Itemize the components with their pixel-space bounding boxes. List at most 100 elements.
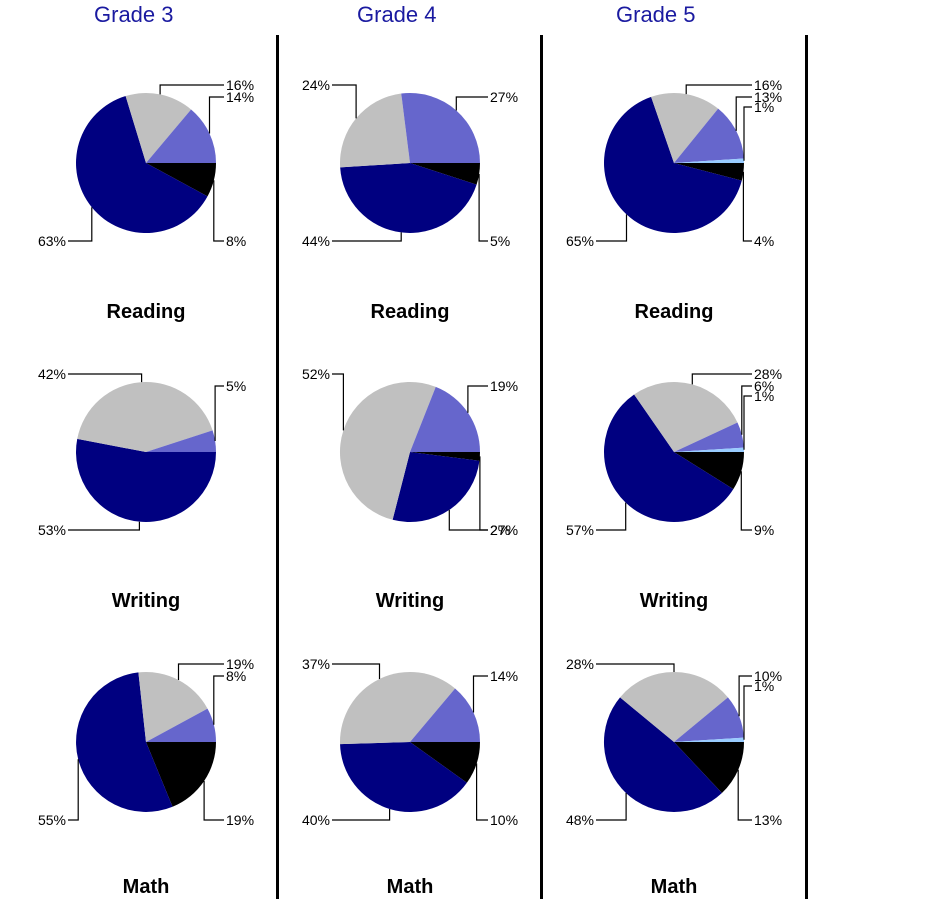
leader-line-grade-5-reading-3 xyxy=(743,106,752,161)
pie-slice-grade-5-reading-2 xyxy=(674,108,744,163)
leader-line-grade-5-writing-3 xyxy=(743,395,752,450)
pct-label-grade-5-reading-2: 13% xyxy=(754,89,782,105)
leader-line-grade-3-reading-2 xyxy=(208,96,224,134)
pct-label-grade-4-math-2: 14% xyxy=(490,668,518,684)
leader-line-grade-5-writing-0 xyxy=(596,502,627,531)
pie-slice-grade-3-reading-4 xyxy=(146,163,216,197)
grade-4-header: Grade 4 xyxy=(357,2,437,27)
pie-slice-grade-4-math-0 xyxy=(340,742,467,813)
pct-label-grade-4-math-4: 10% xyxy=(490,812,518,828)
pct-label-grade-5-math-2: 10% xyxy=(754,668,782,684)
pct-label-grade-3-math-2: 8% xyxy=(226,668,246,684)
pct-label-grade-4-reading-4: 5% xyxy=(490,233,510,249)
pie-slice-grade-5-reading-1 xyxy=(651,93,719,163)
pct-label-grade-3-math-0: 55% xyxy=(38,812,66,828)
leader-line-grade-3-reading-4 xyxy=(213,180,224,242)
leader-line-grade-4-writing-2 xyxy=(467,385,488,413)
pie-slice-grade-3-math-2 xyxy=(146,708,216,742)
leader-line-grade-3-reading-0 xyxy=(68,207,93,242)
leader-line-grade-5-writing-4 xyxy=(740,471,752,531)
leader-line-grade-3-math-0 xyxy=(68,759,79,821)
pie-chart-grade-4-math: 10% 40% 37% 14% Math xyxy=(302,656,518,898)
leader-line-grade-3-writing-2 xyxy=(214,385,224,441)
leader-line-grade-4-reading-4 xyxy=(478,174,488,242)
pie-slice-grade-5-writing-3 xyxy=(674,447,744,452)
leader-line-grade-4-writing-4 xyxy=(479,456,488,531)
pct-label-grade-3-writing-0: 53% xyxy=(38,522,66,538)
pct-label-grade-4-reading-2: 27% xyxy=(490,89,518,105)
pie-slice-grade-5-math-2 xyxy=(674,697,744,742)
leader-line-grade-5-math-1 xyxy=(596,663,675,672)
pct-label-grade-3-reading-2: 14% xyxy=(226,89,254,105)
pct-label-grade-3-writing-2: 5% xyxy=(226,378,246,394)
leader-line-grade-4-math-1 xyxy=(332,663,381,679)
leader-line-grade-5-reading-1 xyxy=(685,84,752,95)
column-divider-3 xyxy=(805,35,808,899)
pct-label-grade-5-writing-4: 9% xyxy=(754,522,774,538)
pct-label-grade-5-writing-3: 1% xyxy=(754,388,774,404)
leader-line-grade-4-reading-2 xyxy=(455,96,488,111)
pie-chart-grade-4-reading: 5% 44% 24% 27% Reading xyxy=(302,77,518,323)
pie-slice-grade-5-writing-4 xyxy=(674,452,744,490)
grade-3-header: Grade 3 xyxy=(94,2,174,27)
pie-slice-grade-5-math-1 xyxy=(620,671,728,742)
pie-slice-grade-4-writing-1 xyxy=(339,381,436,520)
pct-label-grade-3-writing-1: 42% xyxy=(38,366,66,382)
pie-slice-grade-4-reading-2 xyxy=(401,92,480,163)
column-divider-2 xyxy=(540,35,543,899)
pie-chart-grade-5-writing: 9% 57% 28%6%1% Writing xyxy=(566,366,782,612)
pct-label-grade-4-reading-1: 24% xyxy=(302,77,330,93)
pie-slice-grade-4-writing-2 xyxy=(410,386,480,452)
leader-line-grade-5-writing-1 xyxy=(691,373,752,385)
pie-slice-grade-3-writing-0 xyxy=(76,438,216,522)
subject-title-grade-5-writing: Writing xyxy=(640,590,709,612)
leader-line-grade-3-writing-1 xyxy=(68,373,143,383)
pct-label-grade-4-math-1: 37% xyxy=(302,656,330,672)
pie-chart-grade-3-math: 19%55%19%8%Math xyxy=(38,656,254,898)
pct-label-grade-3-reading-0: 63% xyxy=(38,233,66,249)
leader-line-grade-4-writing-0 xyxy=(448,509,488,531)
leader-line-grade-5-math-2 xyxy=(738,675,752,717)
pie-slice-grade-4-math-2 xyxy=(410,688,480,742)
leader-line-grade-4-math-2 xyxy=(472,675,488,713)
grade-5-header: Grade 5 xyxy=(616,2,696,27)
pct-label-grade-4-math-0: 40% xyxy=(302,812,330,828)
pie-slice-grade-5-math-3 xyxy=(674,737,744,742)
pct-label-grade-3-math-4: 19% xyxy=(226,812,254,828)
pct-label-grade-3-math-1: 19% xyxy=(226,656,254,672)
leader-line-grade-3-math-2 xyxy=(213,675,224,725)
pie-slice-grade-3-writing-1 xyxy=(77,382,213,452)
pct-label-grade-5-math-3: 1% xyxy=(754,678,774,694)
pie-slice-grade-4-math-4 xyxy=(410,742,481,783)
leader-line-grade-3-math-1 xyxy=(177,663,224,680)
pct-label-grade-4-writing-0: 27% xyxy=(490,522,518,538)
pie-slice-grade-4-writing-0 xyxy=(392,452,480,523)
pie-slice-grade-3-writing-2 xyxy=(146,430,216,452)
pie-slice-grade-4-reading-0 xyxy=(340,163,477,233)
pct-label-grade-5-writing-0: 57% xyxy=(566,522,594,538)
subject-title-grade-3-writing: Writing xyxy=(112,590,181,612)
subject-title-grade-5-reading: Reading xyxy=(635,301,714,323)
pct-label-grade-5-reading-1: 16% xyxy=(754,77,782,93)
leader-line-grade-4-math-4 xyxy=(476,763,488,821)
leader-line-grade-3-math-4 xyxy=(203,781,224,821)
leader-line-grade-5-math-0 xyxy=(596,793,627,821)
pie-chart-grade-4-writing: 2%27% 52% 19% Writing xyxy=(302,366,518,612)
pct-label-grade-5-writing-1: 28% xyxy=(754,366,782,382)
subject-title-grade-4-writing: Writing xyxy=(376,590,445,612)
pie-chart-grade-3-writing: 53% 42% 5% Writing xyxy=(38,366,246,612)
pie-slice-grade-5-writing-2 xyxy=(674,422,744,452)
subject-title-grade-4-reading: Reading xyxy=(371,301,450,323)
leader-line-grade-5-math-3 xyxy=(743,685,752,740)
pct-label-grade-5-reading-4: 4% xyxy=(754,233,774,249)
subject-title-grade-3-reading: Reading xyxy=(107,301,186,323)
subject-title-grade-4-math: Math xyxy=(387,876,434,898)
pct-label-grade-4-reading-0: 44% xyxy=(302,233,330,249)
pct-label-grade-5-math-4: 13% xyxy=(754,812,782,828)
leader-line-grade-5-math-4 xyxy=(737,769,752,821)
pie-slice-grade-3-reading-0 xyxy=(76,96,208,233)
leader-line-grade-5-writing-2 xyxy=(741,385,752,435)
pct-label-grade-5-reading-0: 65% xyxy=(566,233,594,249)
leader-line-grade-4-writing-1 xyxy=(332,373,344,431)
pie-chart-grade-5-reading: 4% 65% 16%13%1% Reading xyxy=(566,77,782,323)
